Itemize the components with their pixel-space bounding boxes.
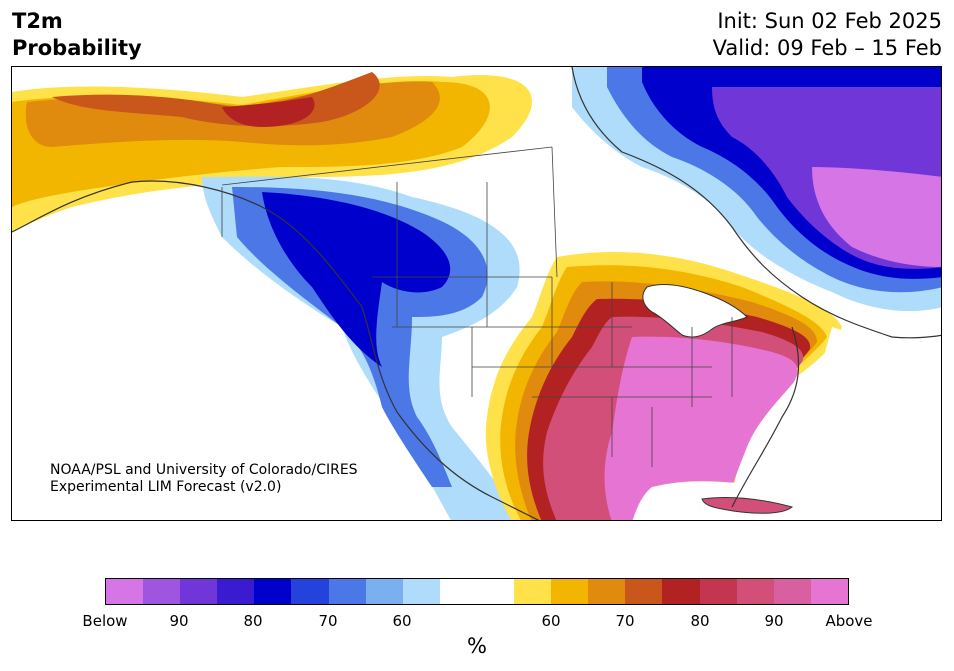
- colorbar-cell: [514, 579, 552, 604]
- colorbar-tick-label: Below: [82, 612, 128, 630]
- credit-text: NOAA/PSL and University of Colorado/CIRE…: [50, 462, 358, 496]
- region-west-cold-core: [262, 192, 451, 367]
- colorbar-cell: [291, 579, 329, 604]
- colorbar-tick-label: 90: [169, 612, 189, 630]
- region-east-canada-cold-core: [812, 167, 941, 267]
- colorbar-cell: [810, 579, 848, 604]
- colorbar-cell: [254, 579, 292, 604]
- colorbar-cell: [439, 579, 477, 604]
- gulf-of-mexico: [632, 481, 941, 520]
- pacific-ocean: [12, 232, 341, 520]
- colorbar-cell: [180, 579, 218, 604]
- probability-map: NOAA/PSL and University of Colorado/CIRE…: [11, 66, 942, 521]
- colorbar-cell: [365, 579, 403, 604]
- map-canvas: [12, 67, 941, 520]
- colorbar-tick-label: 70: [318, 612, 338, 630]
- colorbar-tick-label: 70: [615, 612, 635, 630]
- great-lakes: [642, 284, 748, 338]
- borders: [221, 146, 733, 467]
- credit-line-2: Experimental LIM Forecast (v2.0): [50, 479, 282, 495]
- colorbar-cell: [217, 579, 255, 604]
- atlantic-ocean: [808, 327, 941, 507]
- colorbar-cell: [551, 579, 589, 604]
- region-alaska-warm-peak: [222, 97, 315, 127]
- init-date: Init: Sun 02 Feb 2025: [717, 9, 942, 33]
- colorbar-tick-label: 60: [392, 612, 412, 630]
- cuba: [701, 496, 794, 514]
- colorbar-tick-label: 60: [541, 612, 561, 630]
- map-title: T2m Probability: [12, 8, 142, 62]
- colorbar-cell: [773, 579, 811, 604]
- colorbar-tick-label: 80: [690, 612, 710, 630]
- colorbar-tick-label: Above: [825, 612, 873, 630]
- title-line-2: Probability: [12, 36, 142, 60]
- colorbar-cell: [588, 579, 626, 604]
- colorbar-cell: [476, 579, 515, 604]
- region-southeast-core: [604, 336, 798, 520]
- colorbar-unit: %: [467, 634, 487, 658]
- colorbar-cell: [662, 579, 700, 604]
- colorbar-cell: [736, 579, 774, 604]
- colorbar: [105, 578, 849, 605]
- colorbar-tick-label: 80: [243, 612, 263, 630]
- valid-date: Valid: 09 Feb – 15 Feb: [712, 36, 942, 60]
- credit-line-1: NOAA/PSL and University of Colorado/CIRE…: [50, 462, 358, 478]
- forecast-dates: Init: Sun 02 Feb 2025 Valid: 09 Feb – 15…: [713, 8, 942, 62]
- colorbar-cell: [625, 579, 663, 604]
- colorbar-cell: [328, 579, 366, 604]
- coastline: [12, 67, 941, 520]
- colorbar-cell: [106, 579, 144, 604]
- colorbar-cell: [143, 579, 181, 604]
- title-line-1: T2m: [12, 9, 63, 33]
- colorbar-cell: [699, 579, 737, 604]
- colorbar-tick-label: 90: [764, 612, 784, 630]
- colorbar-cell: [402, 579, 440, 604]
